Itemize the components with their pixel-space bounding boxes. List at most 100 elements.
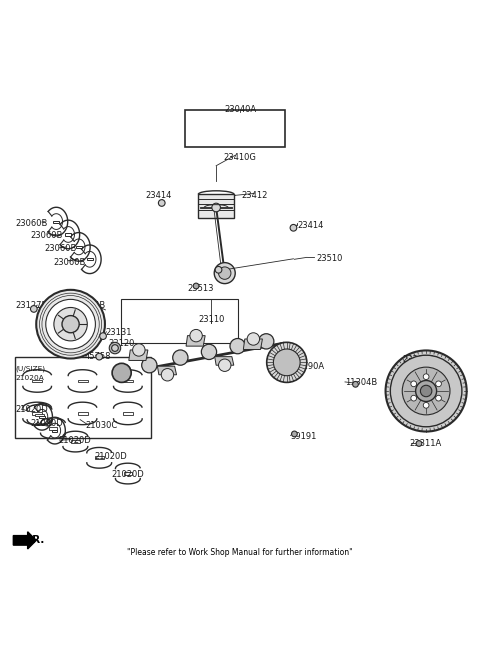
Text: 23311A: 23311A (409, 439, 442, 448)
Bar (39, 416, 45, 418)
Text: 21030C: 21030C (85, 421, 117, 430)
Text: 39190A: 39190A (292, 361, 324, 371)
Circle shape (411, 396, 417, 401)
Text: 45758: 45758 (85, 352, 111, 361)
Text: 21020D: 21020D (30, 419, 63, 428)
Bar (76, 246, 82, 248)
Circle shape (161, 369, 174, 381)
Circle shape (218, 359, 231, 371)
Bar (123, 412, 133, 415)
Circle shape (416, 441, 422, 446)
Text: 23412: 23412 (241, 191, 267, 200)
Ellipse shape (188, 117, 208, 125)
Text: 23200B: 23200B (402, 354, 434, 363)
Polygon shape (129, 350, 148, 360)
Text: 23513: 23513 (188, 284, 214, 293)
Circle shape (416, 380, 437, 401)
Text: 23510: 23510 (316, 255, 343, 263)
Circle shape (46, 299, 96, 349)
Text: 23127B: 23127B (16, 300, 48, 310)
Bar (32, 380, 42, 382)
Ellipse shape (216, 119, 229, 123)
Circle shape (54, 308, 87, 341)
Ellipse shape (238, 117, 258, 125)
Circle shape (62, 316, 79, 333)
Circle shape (212, 203, 220, 212)
Ellipse shape (188, 132, 208, 140)
Bar (77, 380, 87, 382)
Ellipse shape (191, 134, 204, 138)
Text: FR.: FR. (25, 535, 45, 545)
Bar (65, 234, 71, 236)
Circle shape (218, 267, 231, 279)
Polygon shape (157, 366, 177, 375)
Circle shape (100, 333, 107, 339)
Circle shape (402, 367, 450, 415)
Ellipse shape (266, 127, 279, 131)
Circle shape (215, 266, 222, 273)
Circle shape (109, 342, 120, 354)
Text: 21020D: 21020D (111, 470, 144, 479)
Ellipse shape (216, 127, 229, 131)
Text: 23060B: 23060B (44, 244, 77, 253)
Bar (185, 110, 285, 147)
Bar (71, 440, 80, 443)
Circle shape (436, 396, 442, 401)
Bar (123, 472, 132, 475)
Text: "Please refer to Work Shop Manual for further information": "Please refer to Work Shop Manual for fu… (127, 548, 353, 557)
Bar (198, 194, 234, 218)
Text: 23414: 23414 (297, 221, 324, 230)
Circle shape (230, 338, 245, 354)
Polygon shape (215, 357, 234, 365)
Circle shape (190, 329, 202, 342)
Text: 23060B: 23060B (30, 232, 62, 240)
Text: 23410G: 23410G (224, 153, 256, 161)
Text: 23120: 23120 (109, 338, 135, 348)
Circle shape (132, 344, 145, 356)
Bar (52, 430, 58, 432)
Text: 21020D: 21020D (95, 453, 127, 461)
Circle shape (259, 334, 274, 349)
Ellipse shape (213, 117, 233, 125)
Ellipse shape (188, 125, 208, 133)
Ellipse shape (266, 134, 279, 138)
Circle shape (423, 402, 429, 408)
Bar (123, 380, 133, 382)
Bar (77, 412, 87, 415)
Ellipse shape (263, 117, 283, 125)
Text: 23060B: 23060B (16, 218, 48, 228)
Text: 23040A: 23040A (224, 105, 256, 114)
Bar (87, 258, 93, 260)
Polygon shape (13, 532, 36, 549)
Circle shape (247, 333, 260, 345)
Text: 23131: 23131 (106, 328, 132, 337)
Ellipse shape (241, 134, 254, 138)
Circle shape (112, 363, 131, 382)
Text: 23110: 23110 (198, 315, 225, 324)
Ellipse shape (263, 125, 283, 133)
Text: 21020D: 21020D (16, 405, 48, 414)
Polygon shape (243, 339, 263, 350)
Text: 21020D: 21020D (59, 436, 91, 445)
Circle shape (96, 354, 103, 360)
Text: 39191: 39191 (290, 432, 316, 441)
Circle shape (267, 342, 307, 382)
Polygon shape (186, 336, 205, 346)
Circle shape (214, 262, 235, 283)
Circle shape (193, 283, 199, 289)
Ellipse shape (238, 125, 258, 133)
Ellipse shape (241, 127, 254, 131)
Circle shape (290, 224, 297, 231)
Circle shape (390, 355, 462, 427)
Text: 23124B: 23124B (73, 300, 105, 310)
Circle shape (436, 381, 442, 386)
Ellipse shape (213, 125, 233, 133)
Circle shape (173, 350, 188, 365)
Bar (53, 220, 59, 222)
Text: (U/SIZE): (U/SIZE) (16, 365, 46, 372)
Ellipse shape (241, 119, 254, 123)
Ellipse shape (191, 119, 204, 123)
Circle shape (142, 358, 157, 373)
Ellipse shape (213, 132, 233, 140)
Circle shape (158, 199, 165, 206)
